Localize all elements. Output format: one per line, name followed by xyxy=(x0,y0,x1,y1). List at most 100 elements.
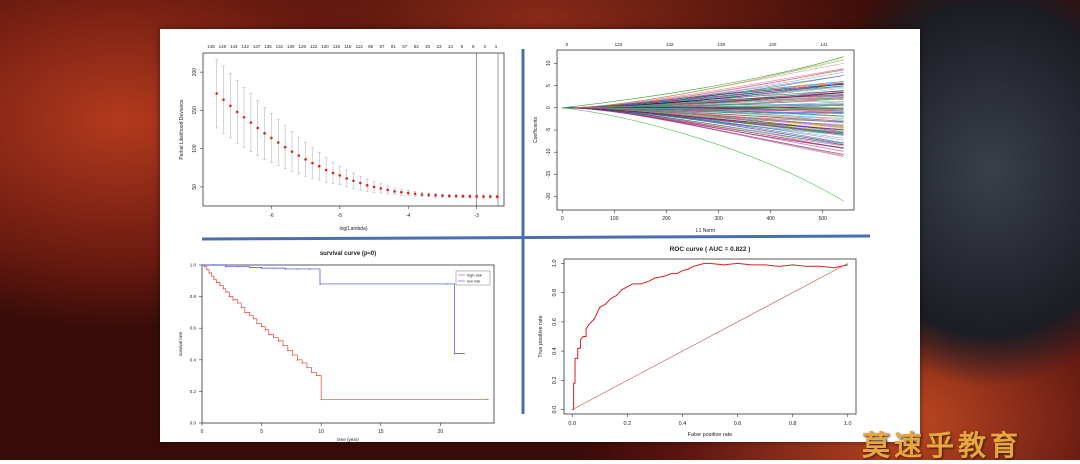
coef-x-tick-label: 200 xyxy=(662,216,671,222)
cv-point xyxy=(332,172,335,175)
cv-y-tick-label: 100 xyxy=(192,144,198,153)
cv-y-axis-label: Partial Likelihood Deviance xyxy=(179,99,185,160)
roc-x-tick-label: 1.0 xyxy=(844,421,852,427)
cv-point xyxy=(386,189,389,192)
coef-x-tick-label: 0 xyxy=(561,216,564,222)
cv-point xyxy=(462,195,465,198)
roc-y-tick-label: 1.0 xyxy=(552,260,558,268)
cv-top-tick-label: 130 xyxy=(287,44,295,49)
cv-top-tick-label: 23 xyxy=(436,44,442,49)
cv-point xyxy=(475,195,478,198)
surv-legend-label: low risk xyxy=(467,279,480,284)
surv-x-tick-label: 10 xyxy=(318,429,324,435)
coef-y-tick-label: -5 xyxy=(546,128,552,133)
cv-top-tick-label: 52 xyxy=(414,44,420,49)
coef-x-tick-label: 500 xyxy=(819,216,828,222)
cv-point xyxy=(441,194,444,197)
coef-path xyxy=(562,108,843,136)
coef-y-tick-label: 10 xyxy=(546,60,552,66)
cv-top-tick-label: 131 xyxy=(276,44,284,49)
cv-point xyxy=(359,182,362,185)
coef-y-axis-label: Coefficients xyxy=(533,116,539,143)
cv-top-tick-label: 135 xyxy=(264,44,272,49)
cv-top-tick-label: 81 xyxy=(391,44,397,49)
coef-top-tick-label: 140 xyxy=(769,42,777,47)
cv-point xyxy=(229,104,232,107)
cv-point xyxy=(434,194,437,197)
coef-path xyxy=(562,60,843,107)
roc-y-tick-label: 0.0 xyxy=(552,406,558,414)
surv-y-tick-label: 0.6 xyxy=(190,326,197,331)
cv-point xyxy=(256,127,259,130)
cv-point xyxy=(380,187,383,190)
coef-y-tick-label: -10 xyxy=(546,148,552,155)
roc-y-tick-label: 0.4 xyxy=(552,347,558,355)
cv-point xyxy=(468,195,471,198)
cv-point xyxy=(400,191,403,194)
roc-x-tick-label: 0.4 xyxy=(679,421,687,427)
surv-x-tick-label: 20 xyxy=(438,429,444,435)
cv-point xyxy=(366,184,369,187)
cv-point xyxy=(304,158,307,161)
cv-x-axis-label: log(Lambda) xyxy=(339,226,367,232)
cv-top-tick-label: 87 xyxy=(379,44,385,49)
surv-y-tick-label: 1.0 xyxy=(190,263,197,268)
cv-point xyxy=(407,192,410,195)
cv-point xyxy=(263,132,266,135)
surv-legend-label: high risk xyxy=(467,273,482,278)
cv-y-tick-label: 150 xyxy=(192,106,198,115)
surv-x-tick-label: 5 xyxy=(260,429,263,435)
coef-top-tick-label: 132 xyxy=(666,42,674,47)
cv-point xyxy=(414,192,417,195)
surv-y-axis-label: survival rate xyxy=(178,331,183,356)
coef-y-tick-label: 5 xyxy=(546,84,552,87)
roc-diagonal xyxy=(572,263,847,409)
roc-y-tick-label: 0.2 xyxy=(552,377,558,385)
cv-point xyxy=(339,174,342,177)
coef-x-axis-label: L1 Norm xyxy=(696,228,715,234)
cv-point xyxy=(325,169,328,172)
coef-path xyxy=(562,108,843,201)
cv-point xyxy=(270,137,273,140)
cv-point xyxy=(393,190,396,193)
cv-point xyxy=(236,111,239,114)
cv-top-tick-label: 3 xyxy=(483,44,486,49)
cv-top-tick-label: 95 xyxy=(368,44,374,49)
surv-y-tick-label: 0.2 xyxy=(190,389,197,394)
cv-top-tick-label: 9 xyxy=(461,44,464,49)
cv-point xyxy=(243,116,246,119)
cv-point xyxy=(352,179,355,182)
roc-x-tick-label: 0.0 xyxy=(568,421,576,427)
cv-point xyxy=(421,193,424,196)
coef-x-tick-label: 100 xyxy=(610,216,619,222)
surv-x-tick-label: 15 xyxy=(378,429,384,435)
cv-top-tick-label: 122 xyxy=(310,44,318,49)
roc-x-axis-label: False positive rate xyxy=(688,432,733,438)
cv-point xyxy=(448,195,451,198)
coef-x-tick-label: 400 xyxy=(766,216,775,222)
cv-top-tick-label: 40 xyxy=(425,44,431,49)
cv-point xyxy=(277,141,280,144)
roc-y-tick-label: 0.8 xyxy=(552,289,558,297)
surv-censor-mark: + xyxy=(463,351,466,356)
cv-x-tick-label: -3 xyxy=(474,213,479,219)
coef-top-tick-label: 0 xyxy=(566,42,569,47)
cv-point xyxy=(311,162,314,165)
watermark-text: 莫速乎教育 xyxy=(862,424,1022,464)
roc-y-tick-label: 0.6 xyxy=(552,318,558,326)
cv-point xyxy=(291,150,294,153)
cv-top-tick-label: 57 xyxy=(402,44,408,49)
cv-point xyxy=(373,186,376,189)
cv-top-tick-label: 144 xyxy=(230,44,238,49)
roc-x-tick-label: 0.8 xyxy=(789,421,797,427)
cv-top-tick-label: 146 xyxy=(219,44,227,49)
cv-top-tick-label: 142 xyxy=(241,44,249,49)
coef-x-tick-label: 300 xyxy=(714,216,723,222)
surv-y-tick-label: 0.0 xyxy=(190,421,197,426)
cv-y-tick-label: 200 xyxy=(192,68,198,77)
cv-point xyxy=(215,92,218,95)
cv-x-tick-label: -5 xyxy=(338,213,343,219)
surv-censor-mark: + xyxy=(487,397,490,402)
coef-y-tick-label: -15 xyxy=(546,171,552,178)
